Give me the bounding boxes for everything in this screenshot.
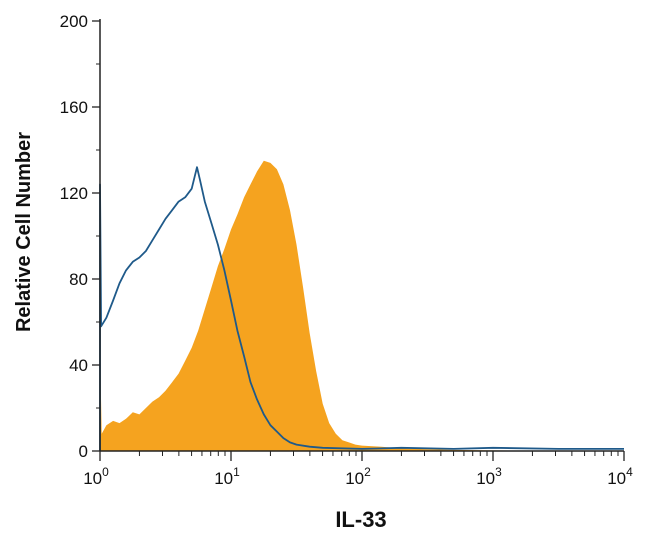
y-tick-label: 40 bbox=[69, 356, 88, 375]
x-axis: 100 101 102 103 104 bbox=[83, 450, 633, 488]
histogram-filled-series bbox=[100, 160, 624, 452]
y-tick-label: 80 bbox=[69, 270, 88, 289]
plot-area bbox=[99, 160, 624, 452]
y-tick-label: 120 bbox=[60, 184, 88, 203]
x-axis-title: IL-33 bbox=[335, 507, 386, 532]
y-tick-label: 0 bbox=[79, 442, 88, 461]
x-tick-label: 102 bbox=[345, 465, 371, 488]
x-tick-label: 100 bbox=[83, 465, 109, 488]
x-tick-label: 101 bbox=[214, 465, 240, 488]
x-tick-label: 104 bbox=[607, 465, 633, 488]
x-tick-label: 103 bbox=[476, 465, 502, 488]
y-tick-label: 200 bbox=[60, 12, 88, 31]
histogram-outline-series bbox=[99, 166, 624, 451]
y-axis: 0 40 80 120 160 200 bbox=[60, 12, 101, 461]
y-axis-title: Relative Cell Number bbox=[13, 132, 35, 332]
y-tick-label: 160 bbox=[60, 98, 88, 117]
